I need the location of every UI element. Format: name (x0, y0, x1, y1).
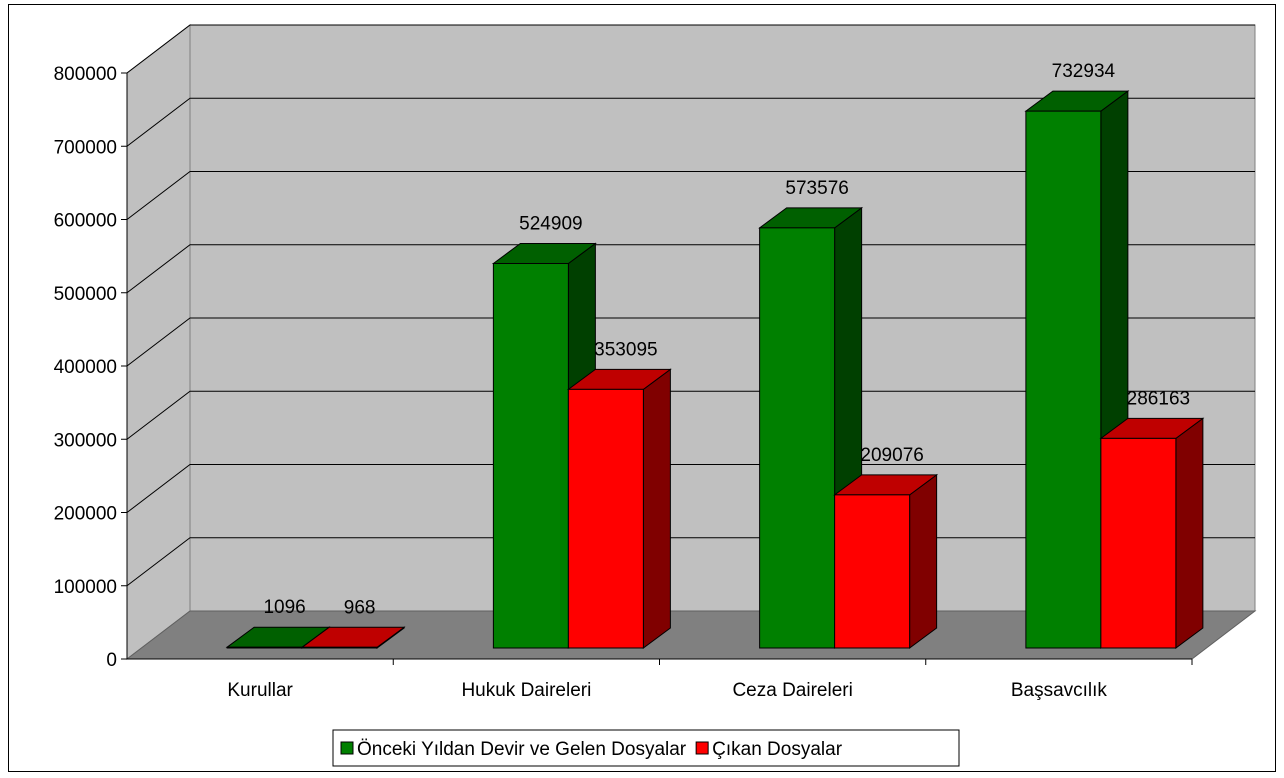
category-label: Kurullar (227, 680, 293, 701)
legend-swatch (696, 742, 708, 754)
bar (568, 389, 643, 648)
data-label: 732934 (1052, 61, 1116, 82)
legend: Önceki Yıldan Devir ve Gelen Dosyalar Çık… (333, 730, 959, 766)
y-tick-label: 200000 (54, 504, 117, 525)
bar-side (643, 369, 670, 648)
legend-label: Önceki Yıldan Devir ve Gelen Dosyalar (357, 739, 687, 760)
category-label: Ceza Daireleri (732, 680, 852, 701)
category-label: Başsavcılık (1011, 680, 1108, 701)
bar (302, 647, 377, 648)
bar (835, 495, 910, 648)
y-tick-label: 400000 (54, 357, 117, 378)
data-label: 209076 (860, 445, 923, 466)
bar (760, 228, 835, 648)
data-label: 286163 (1127, 388, 1190, 409)
data-label: 353095 (594, 339, 657, 360)
bar-side (910, 475, 937, 648)
category-label: Hukuk Daireleri (461, 680, 591, 701)
y-tick-label: 700000 (54, 137, 117, 158)
bar (227, 647, 302, 648)
data-label: 573576 (785, 178, 848, 199)
y-tick-label: 100000 (54, 577, 117, 598)
data-label: 968 (344, 597, 376, 618)
bar-side (1176, 418, 1203, 648)
y-tick-label: 300000 (54, 430, 117, 451)
data-label: 524909 (519, 214, 582, 235)
bar (1101, 438, 1176, 648)
data-label: 1096 (263, 597, 305, 618)
category-axis: Kurullar Hukuk Daireleri Ceza Daireleri Baş… (227, 659, 1192, 701)
y-tick-label: 500000 (54, 284, 117, 305)
y-tick-label: 600000 (54, 211, 117, 232)
bar (493, 264, 568, 648)
legend-label: Çıkan Dosyalar (712, 739, 843, 760)
legend-swatch (341, 742, 353, 754)
y-tick-label: 0 (106, 650, 117, 671)
y-tick-label: 800000 (54, 64, 117, 85)
bar (1026, 111, 1101, 648)
